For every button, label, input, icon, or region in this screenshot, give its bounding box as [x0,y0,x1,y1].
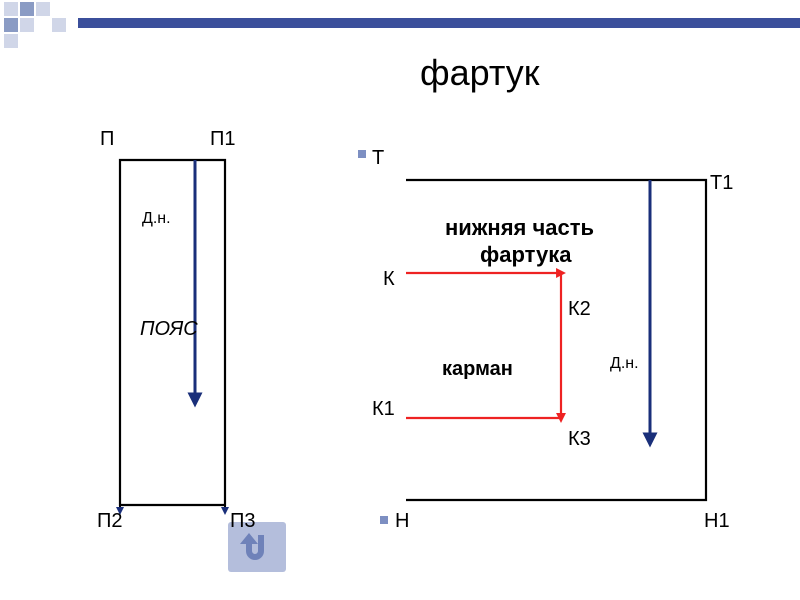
point-k3: К3 [568,428,591,451]
top-band [78,18,800,28]
point-t1: Т1 [710,172,733,195]
point-k2: К2 [568,298,591,321]
point-n1: Н1 [704,510,730,533]
bullet [358,150,366,158]
point-t: Т [372,147,384,170]
apron-title-1: нижняя часть [445,215,594,241]
point-p2: П2 [97,510,123,533]
point-k: К [383,268,395,291]
pocket-name: карман [442,358,513,381]
point-p3: П3 [230,510,256,533]
u-turn-icon [236,529,278,565]
point-n: Н [395,510,409,533]
corner-decoration [0,0,80,60]
bullet [380,516,388,524]
apron-title-2: фартука [480,242,571,268]
page-title: фартук [420,52,540,94]
belt-name: ПОЯС [140,318,198,341]
point-p1: П1 [210,128,236,151]
belt-dn: Д.н. [142,210,171,228]
point-p: П [100,128,114,151]
apron-dn: Д.н. [610,355,639,373]
point-k1: К1 [372,398,395,421]
